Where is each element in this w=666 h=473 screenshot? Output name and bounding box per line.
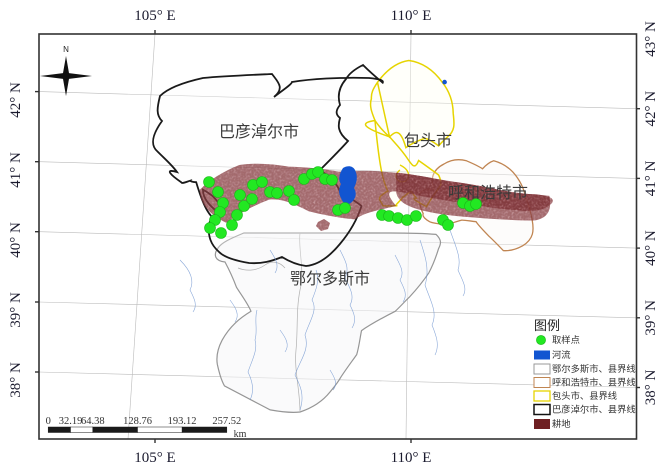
svg-text:41° N: 41° N (643, 160, 659, 196)
svg-text:巴彦淖尔市、县界线: 巴彦淖尔市、县界线 (552, 404, 636, 415)
svg-text:105° E: 105° E (134, 8, 175, 24)
svg-text:包头市、县界线: 包头市、县界线 (552, 390, 617, 401)
svg-text:N: N (63, 45, 69, 54)
svg-text:39° N: 39° N (8, 292, 24, 328)
svg-text:km: km (234, 429, 247, 440)
svg-text:耕地: 耕地 (552, 418, 571, 429)
svg-text:128.76: 128.76 (123, 416, 152, 427)
svg-text:42° N: 42° N (643, 91, 659, 127)
svg-text:110° E: 110° E (391, 450, 432, 466)
svg-text:图例: 图例 (534, 318, 560, 333)
svg-text:41° N: 41° N (8, 152, 24, 188)
svg-text:105° E: 105° E (134, 450, 175, 466)
svg-text:43° N: 43° N (643, 21, 659, 57)
svg-text:河流: 河流 (552, 349, 571, 360)
svg-text:40° N: 40° N (643, 230, 659, 266)
svg-text:110° E: 110° E (391, 8, 432, 24)
svg-text:64.38: 64.38 (81, 416, 105, 427)
svg-text:包头市: 包头市 (404, 132, 452, 150)
svg-text:32.19: 32.19 (59, 416, 83, 427)
svg-text:取样点: 取样点 (552, 334, 580, 345)
svg-text:42° N: 42° N (8, 82, 24, 118)
svg-text:38° N: 38° N (643, 370, 659, 406)
svg-text:40° N: 40° N (8, 222, 24, 258)
svg-text:0: 0 (46, 416, 51, 427)
svg-text:鄂尔多斯市、县界线: 鄂尔多斯市、县界线 (552, 363, 636, 374)
svg-text:257.52: 257.52 (212, 416, 241, 427)
svg-text:鄂尔多斯市: 鄂尔多斯市 (290, 270, 370, 288)
svg-text:呼和浩特市、县界线: 呼和浩特市、县界线 (552, 377, 636, 388)
svg-text:38° N: 38° N (8, 362, 24, 398)
svg-text:巴彦淖尔市: 巴彦淖尔市 (219, 123, 299, 141)
svg-text:39° N: 39° N (643, 300, 659, 336)
svg-text:193.12: 193.12 (168, 416, 197, 427)
svg-text:呼和浩特市: 呼和浩特市 (448, 184, 528, 202)
